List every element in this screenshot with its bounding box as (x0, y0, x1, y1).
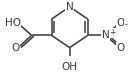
Text: O: O (116, 43, 125, 53)
Text: O: O (11, 43, 20, 53)
Text: +: + (109, 28, 115, 37)
Text: -: - (124, 20, 127, 29)
Text: N: N (66, 2, 74, 12)
Text: HO: HO (5, 18, 21, 28)
Text: O: O (116, 18, 125, 28)
Text: OH: OH (62, 62, 78, 72)
Text: N: N (102, 30, 110, 40)
